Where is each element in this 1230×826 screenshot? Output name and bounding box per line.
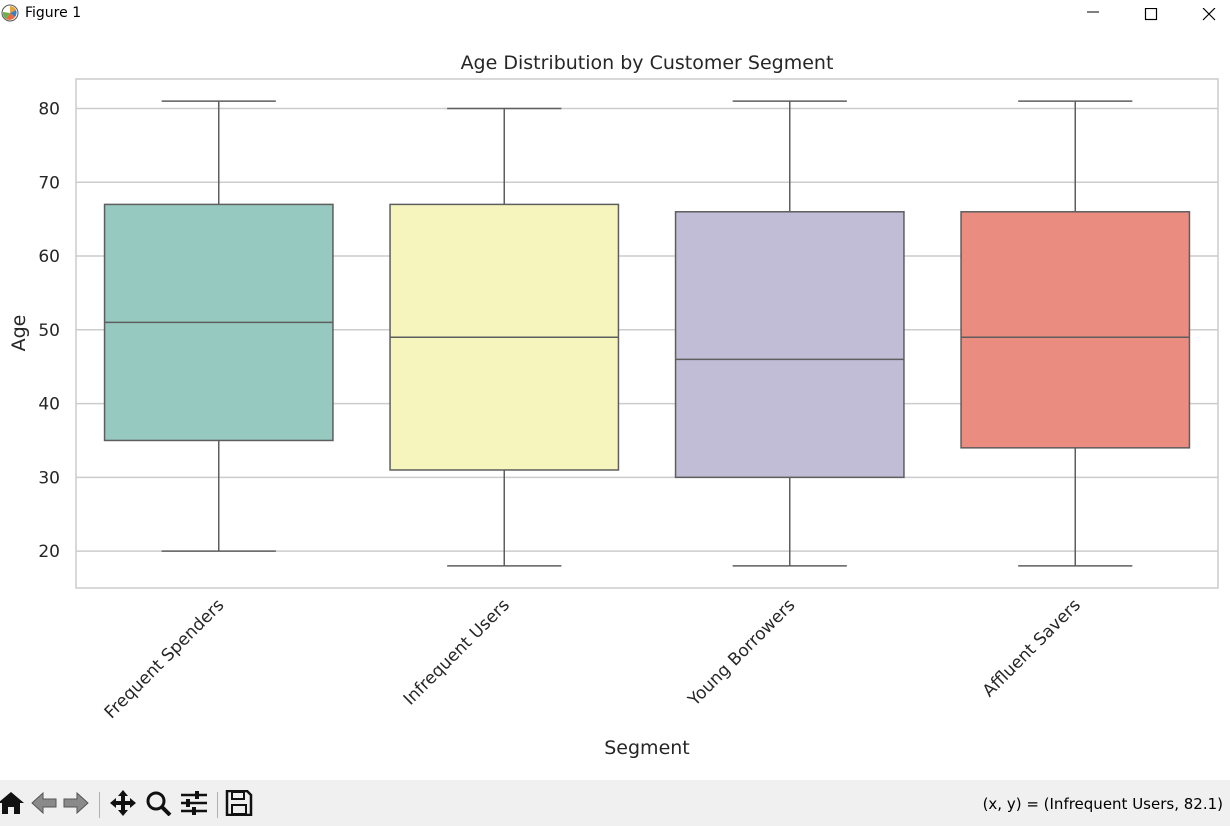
x-tick-label: Infrequent Users xyxy=(400,595,514,709)
maximize-button[interactable] xyxy=(1126,0,1176,30)
save-button[interactable] xyxy=(222,780,256,826)
y-tick-label: 20 xyxy=(38,542,60,562)
forward-button[interactable] xyxy=(59,780,93,826)
minimize-icon xyxy=(1087,11,1099,13)
close-icon xyxy=(1202,8,1216,21)
figure-canvas[interactable]: Age Distribution by Customer Segment 20 3… xyxy=(0,30,1230,780)
arrow-left-icon xyxy=(31,791,57,815)
x-tick-label: Frequent Spenders xyxy=(101,595,229,723)
y-tick-label: 40 xyxy=(38,395,60,415)
home-button[interactable] xyxy=(0,780,28,826)
home-icon xyxy=(0,792,24,814)
navigation-toolbar: (x, y) = (Infrequent Users, 82.1) xyxy=(0,780,1230,826)
sliders-icon xyxy=(181,791,207,815)
y-tick-label: 50 xyxy=(38,321,60,341)
iqr-box xyxy=(960,211,1191,449)
axes-frame xyxy=(75,78,1219,589)
box-3 xyxy=(674,100,905,567)
arrow-right-icon xyxy=(63,791,89,815)
matplotlib-logo-icon xyxy=(1,4,19,22)
configure-subplots-button[interactable] xyxy=(177,780,211,826)
y-tick-label: 80 xyxy=(38,100,60,120)
maximize-icon xyxy=(1144,8,1158,21)
cursor-coordinates: (x, y) = (Infrequent Users, 82.1) xyxy=(982,795,1223,813)
magnifier-icon xyxy=(146,791,172,816)
floppy-disk-icon xyxy=(225,790,253,816)
window-title: Figure 1 xyxy=(25,5,82,21)
iqr-box xyxy=(674,211,905,479)
box-1 xyxy=(103,100,334,552)
box-plot: Age Distribution by Customer Segment 20 3… xyxy=(8,52,1219,759)
x-axis-label: Segment xyxy=(604,737,690,759)
close-button[interactable] xyxy=(1184,0,1230,30)
boxes xyxy=(103,100,1191,567)
minimize-button[interactable] xyxy=(1068,0,1118,30)
y-tick-label: 30 xyxy=(38,468,60,488)
y-tick-label: 70 xyxy=(38,173,60,193)
window-titlebar: Figure 1 xyxy=(0,0,1230,30)
y-tick-labels: 20 30 40 50 60 70 80 xyxy=(38,100,60,563)
pan-button[interactable] xyxy=(106,780,140,826)
move-icon xyxy=(110,790,136,816)
x-tick-label: Young Borrowers xyxy=(684,595,800,711)
zoom-button[interactable] xyxy=(141,780,175,826)
box-4 xyxy=(960,100,1191,567)
box-2 xyxy=(389,107,620,567)
back-button[interactable] xyxy=(27,780,61,826)
toolbar-separator xyxy=(217,792,218,818)
toolbar-separator xyxy=(99,792,100,818)
chart-title: Age Distribution by Customer Segment xyxy=(461,52,834,74)
x-tick-label: Affluent Savers xyxy=(979,595,1085,701)
y-axis-label: Age xyxy=(8,315,30,352)
y-tick-label: 60 xyxy=(38,247,60,267)
x-tick-labels: Frequent Spenders Infrequent Users Young B… xyxy=(101,595,1085,723)
